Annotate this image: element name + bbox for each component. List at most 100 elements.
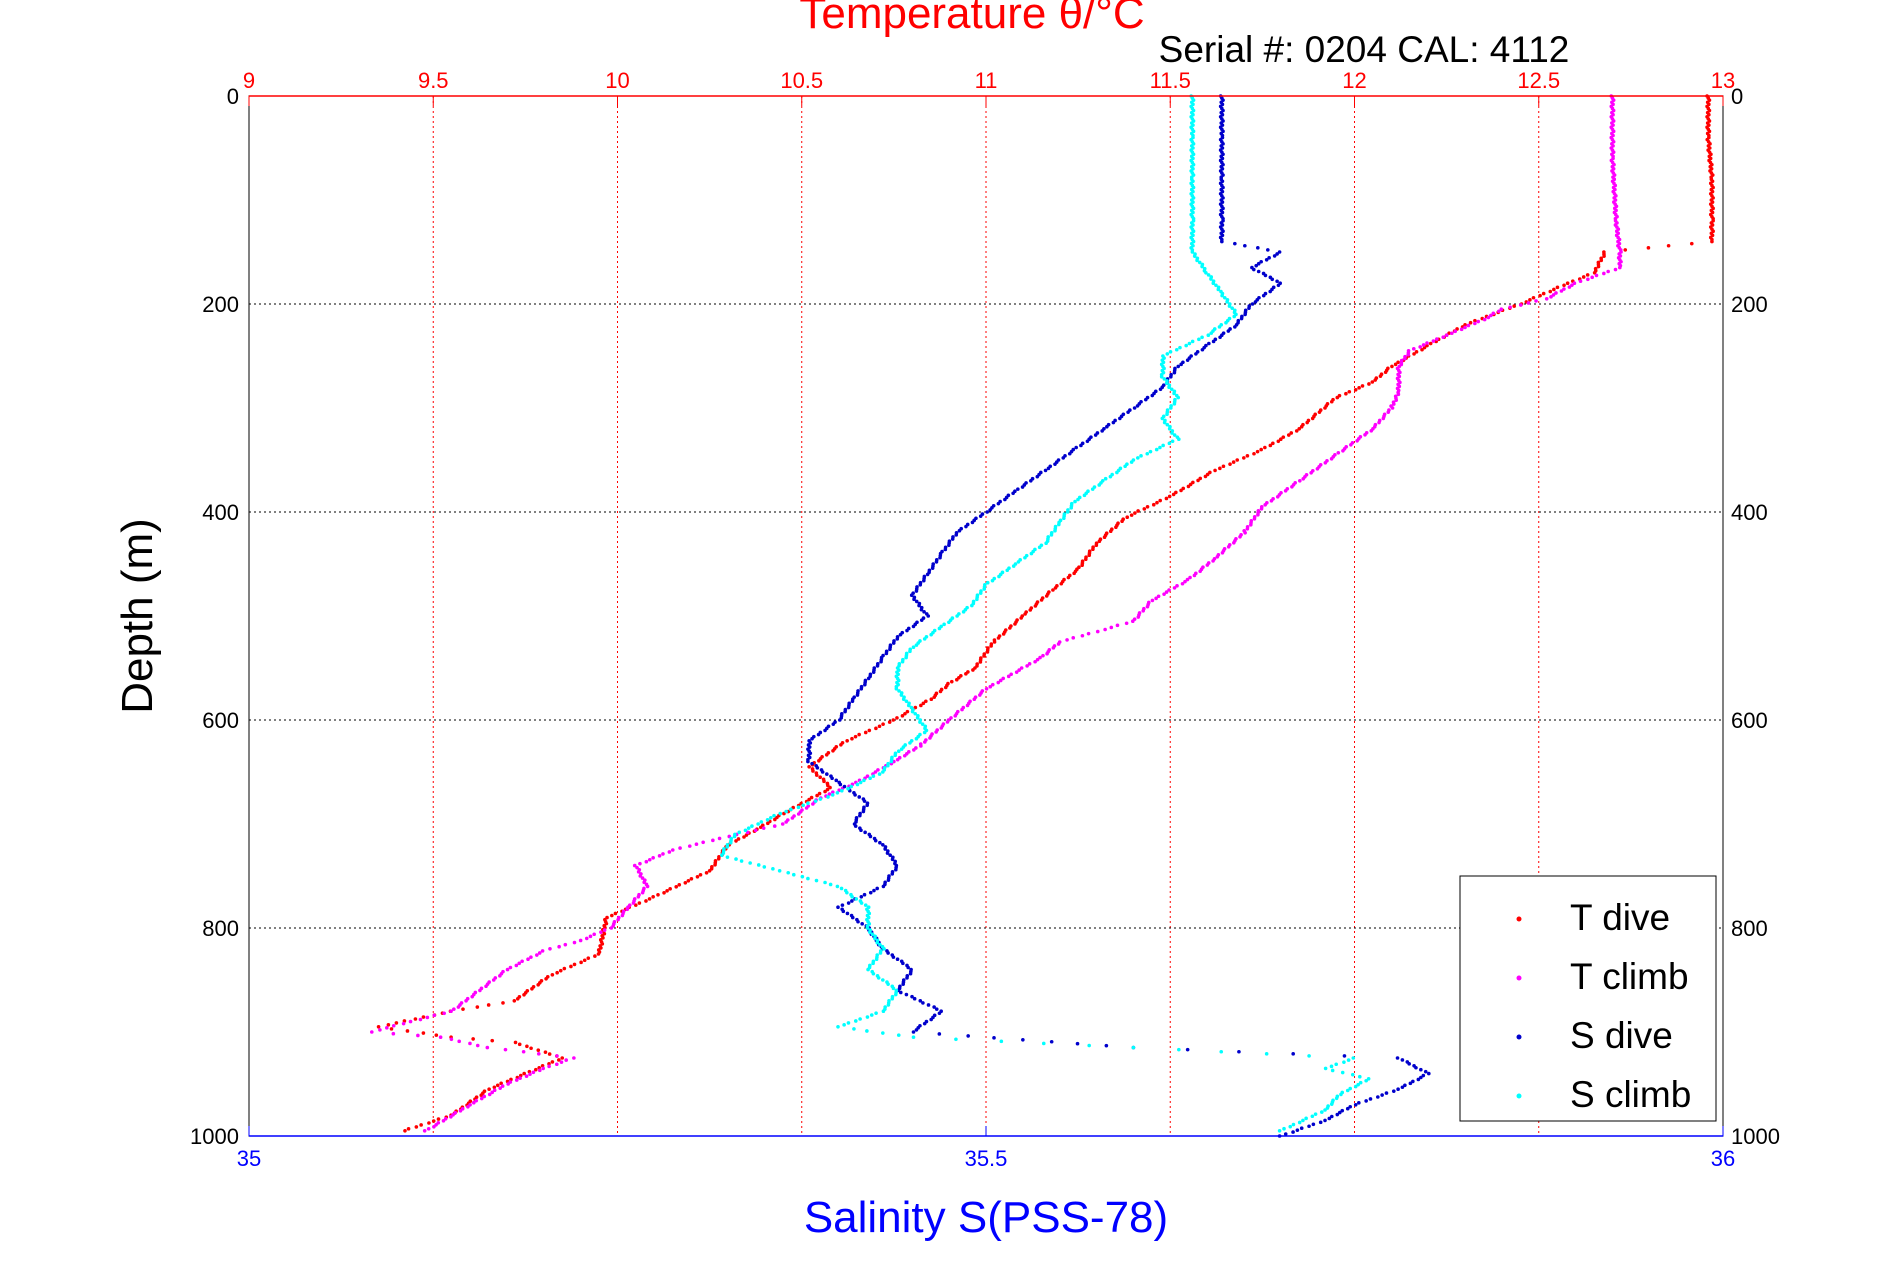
data-point (1233, 241, 1237, 246)
data-point (1368, 1097, 1373, 1101)
data-point (1001, 676, 1006, 681)
data-point (1323, 1118, 1327, 1123)
data-point (1206, 273, 1211, 277)
data-point (736, 837, 741, 841)
data-point (1061, 456, 1066, 460)
data-point (1218, 335, 1222, 340)
data-point (651, 895, 655, 899)
data-point (911, 624, 916, 629)
data-point (586, 956, 591, 960)
data-point (394, 1021, 399, 1025)
data-point (1373, 378, 1378, 382)
data-point (1528, 298, 1532, 302)
temperature-tick-label: 10 (605, 68, 629, 93)
data-point (613, 911, 618, 916)
data-point (1489, 313, 1493, 318)
data-point (1666, 243, 1671, 248)
data-point (772, 813, 776, 818)
data-point (988, 508, 992, 512)
data-point (1590, 275, 1594, 280)
data-point (990, 578, 995, 583)
data-point (835, 791, 840, 795)
data-point (385, 1026, 389, 1030)
data-point (674, 885, 679, 889)
data-point (406, 1127, 411, 1131)
data-point (914, 643, 919, 647)
data-point (1156, 594, 1161, 599)
data-point (852, 1027, 856, 1031)
data-point (1211, 559, 1215, 563)
chart-title: Temperature θ/°C (799, 0, 1144, 38)
data-point (1016, 487, 1020, 491)
data-point (633, 903, 638, 907)
data-point (826, 795, 830, 799)
data-point (1396, 1087, 1400, 1091)
data-point (1263, 445, 1267, 450)
data-point (1518, 303, 1523, 307)
data-point (910, 709, 915, 714)
chart-subtitle: Serial #: 0204 CAL: 4112 (1159, 29, 1570, 70)
data-point (386, 1023, 391, 1027)
data-point (1001, 632, 1006, 636)
data-point (949, 679, 954, 684)
data-point (687, 844, 692, 848)
data-point (1124, 621, 1129, 626)
data-point (1203, 474, 1208, 479)
data-point (836, 1025, 840, 1029)
data-point (912, 748, 916, 752)
data-point (678, 846, 682, 850)
data-point (937, 1032, 942, 1036)
data-point (1226, 545, 1231, 549)
data-point (1167, 441, 1172, 446)
data-point (529, 1046, 533, 1051)
data-point (548, 947, 552, 951)
data-point (441, 1119, 446, 1123)
data-point (891, 986, 896, 991)
data-point (919, 744, 923, 748)
data-point (1602, 254, 1606, 258)
data-point (1074, 445, 1078, 450)
data-point (1013, 622, 1017, 626)
data-point (1041, 1041, 1046, 1046)
data-point (1198, 569, 1202, 574)
data-point (378, 1028, 382, 1032)
data-point (918, 999, 923, 1003)
data-point (1512, 304, 1516, 308)
data-point (1211, 339, 1216, 344)
data-point (1342, 1060, 1346, 1064)
legend-marker (1516, 1034, 1522, 1040)
data-point (887, 720, 892, 724)
data-point (1335, 395, 1340, 400)
data-point (529, 955, 533, 959)
data-point (531, 1070, 536, 1075)
data-point (914, 589, 919, 593)
data-point (521, 1049, 526, 1054)
data-point (1043, 468, 1048, 473)
depth-tick-label-right: 0 (1731, 84, 1743, 109)
data-point (550, 1060, 555, 1064)
data-point (501, 1001, 505, 1005)
data-point (1215, 555, 1220, 559)
data-point (886, 982, 890, 986)
data-point (839, 886, 844, 891)
data-point (438, 1035, 443, 1039)
data-point (475, 1043, 480, 1048)
data-point (1384, 1091, 1389, 1095)
data-point (1435, 337, 1439, 341)
data-point (1325, 1106, 1330, 1110)
data-point (1038, 655, 1042, 660)
data-point (881, 770, 885, 774)
data-point (449, 1115, 453, 1119)
data-point (877, 724, 882, 729)
data-point (811, 802, 815, 806)
data-point (513, 1040, 518, 1045)
data-point (1200, 347, 1205, 352)
data-point (978, 693, 982, 697)
temperature-tick-label: 12 (1342, 68, 1366, 93)
data-point (1403, 356, 1407, 361)
data-point (635, 865, 639, 870)
data-point (1256, 269, 1261, 274)
data-point (402, 1019, 407, 1023)
data-point (416, 1033, 420, 1038)
data-point (1158, 498, 1163, 503)
